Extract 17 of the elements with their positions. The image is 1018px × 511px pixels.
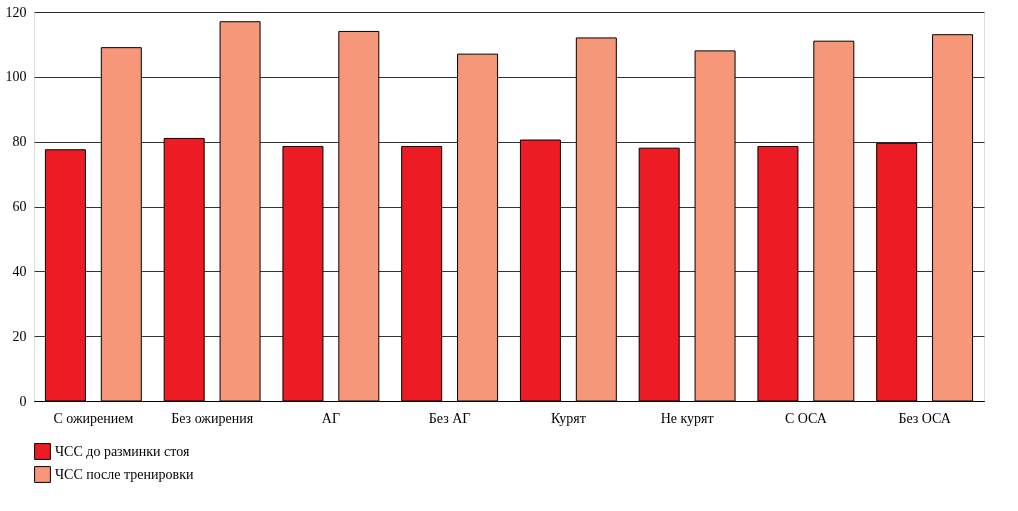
- y-tick-label: 100: [5, 69, 27, 85]
- y-tick-label: 40: [12, 263, 27, 279]
- x-tick-label: Не курят: [660, 410, 714, 426]
- legend-label: ЧСС до разминки стоя: [55, 443, 190, 459]
- y-tick-label: 20: [12, 328, 27, 344]
- legend-label: ЧСС после тренировки: [55, 466, 194, 482]
- y-tick-label: 60: [12, 199, 27, 214]
- y-tick-label: 80: [12, 134, 27, 150]
- x-tick-label: Курят: [550, 410, 586, 426]
- x-tick-label: С ожирением: [53, 410, 134, 426]
- x-tick-label: С ОСА: [784, 410, 828, 426]
- x-tick-label: АГ: [321, 410, 340, 426]
- y-tick-label: 0: [19, 393, 27, 409]
- y-tick-label: 120: [5, 4, 27, 20]
- x-tick-label: Без АГ: [428, 410, 471, 426]
- x-tick-label: Без ожирения: [171, 410, 254, 426]
- x-tick-label: Без ОСА: [898, 410, 952, 426]
